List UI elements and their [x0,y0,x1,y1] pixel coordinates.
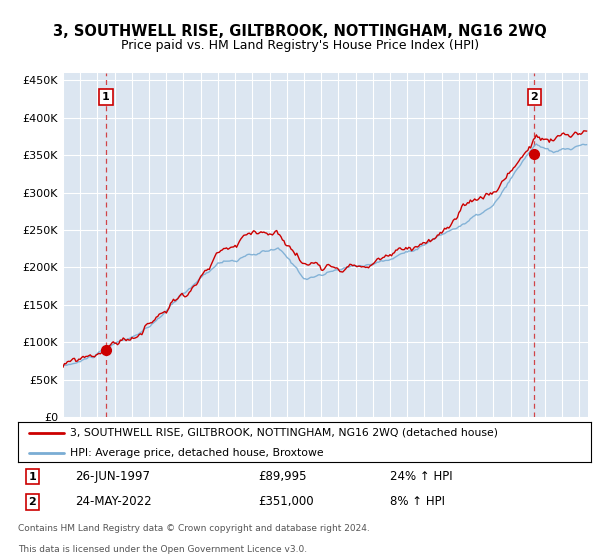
Text: 24% ↑ HPI: 24% ↑ HPI [391,470,453,483]
Text: £89,995: £89,995 [259,470,307,483]
Text: 1: 1 [28,472,36,482]
Text: This data is licensed under the Open Government Licence v3.0.: This data is licensed under the Open Gov… [18,545,307,554]
Text: 26-JUN-1997: 26-JUN-1997 [76,470,151,483]
Text: HPI: Average price, detached house, Broxtowe: HPI: Average price, detached house, Brox… [70,448,323,458]
Text: 3, SOUTHWELL RISE, GILTBROOK, NOTTINGHAM, NG16 2WQ: 3, SOUTHWELL RISE, GILTBROOK, NOTTINGHAM… [53,24,547,39]
Text: 24-MAY-2022: 24-MAY-2022 [76,496,152,508]
Text: 3, SOUTHWELL RISE, GILTBROOK, NOTTINGHAM, NG16 2WQ (detached house): 3, SOUTHWELL RISE, GILTBROOK, NOTTINGHAM… [70,428,497,437]
Text: Contains HM Land Registry data © Crown copyright and database right 2024.: Contains HM Land Registry data © Crown c… [18,524,370,533]
Text: 2: 2 [530,92,538,102]
Text: Price paid vs. HM Land Registry's House Price Index (HPI): Price paid vs. HM Land Registry's House … [121,39,479,52]
Text: 8% ↑ HPI: 8% ↑ HPI [391,496,445,508]
Text: 1: 1 [102,92,110,102]
Text: 2: 2 [28,497,36,507]
Text: £351,000: £351,000 [259,496,314,508]
